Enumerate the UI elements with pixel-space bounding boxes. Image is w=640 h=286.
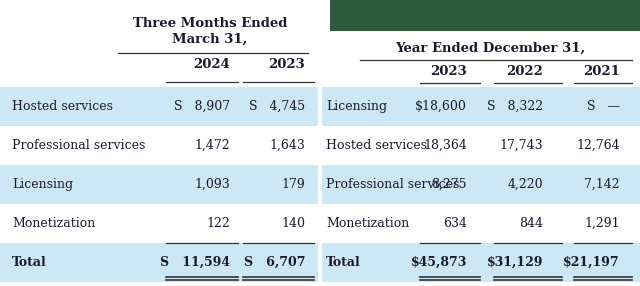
Text: Licensing: Licensing xyxy=(326,100,387,113)
Text: 17,743: 17,743 xyxy=(499,139,543,152)
Text: 18,364: 18,364 xyxy=(423,139,467,152)
Text: Professional services: Professional services xyxy=(326,178,460,191)
Text: Hosted services: Hosted services xyxy=(12,100,113,113)
Text: 2021: 2021 xyxy=(583,65,620,78)
Text: 2023: 2023 xyxy=(268,58,305,71)
Text: $21,197: $21,197 xyxy=(563,256,620,269)
Text: 1,472: 1,472 xyxy=(195,139,230,152)
Text: 122: 122 xyxy=(206,217,230,230)
Text: 2024: 2024 xyxy=(193,58,230,71)
Text: Total: Total xyxy=(326,256,361,269)
Text: $45,873: $45,873 xyxy=(411,256,467,269)
Text: Total: Total xyxy=(12,256,47,269)
Bar xyxy=(0,243,318,282)
Text: 8,275: 8,275 xyxy=(431,178,467,191)
Bar xyxy=(322,243,640,282)
Text: Year Ended December 31,: Year Ended December 31, xyxy=(395,42,585,55)
Text: $18,600: $18,600 xyxy=(415,100,467,113)
Text: 179: 179 xyxy=(281,178,305,191)
Text: $31,129: $31,129 xyxy=(486,256,543,269)
Text: 2023: 2023 xyxy=(430,65,467,78)
Text: 1,093: 1,093 xyxy=(195,178,230,191)
Text: S   4,745: S 4,745 xyxy=(249,100,305,113)
Text: Professional services: Professional services xyxy=(12,139,145,152)
Text: S   8,907: S 8,907 xyxy=(174,100,230,113)
Bar xyxy=(322,165,640,204)
Text: March 31,: March 31, xyxy=(172,33,248,46)
Text: S   11,594: S 11,594 xyxy=(160,256,230,269)
Text: S   8,322: S 8,322 xyxy=(487,100,543,113)
Text: Three Months Ended: Three Months Ended xyxy=(133,17,287,30)
Text: 12,764: 12,764 xyxy=(577,139,620,152)
Text: Monetization: Monetization xyxy=(326,217,409,230)
Text: Monetization: Monetization xyxy=(12,217,95,230)
Bar xyxy=(330,0,640,31)
Text: Hosted services: Hosted services xyxy=(326,139,427,152)
Text: 4,220: 4,220 xyxy=(508,178,543,191)
Bar xyxy=(0,87,318,126)
Text: S   —: S — xyxy=(587,100,620,113)
Text: 2022: 2022 xyxy=(506,65,543,78)
Text: 634: 634 xyxy=(443,217,467,230)
Text: 140: 140 xyxy=(281,217,305,230)
Text: 7,142: 7,142 xyxy=(584,178,620,191)
Text: 1,643: 1,643 xyxy=(269,139,305,152)
Text: S   6,707: S 6,707 xyxy=(243,256,305,269)
Text: 844: 844 xyxy=(519,217,543,230)
Text: Licensing: Licensing xyxy=(12,178,73,191)
Text: 1,291: 1,291 xyxy=(584,217,620,230)
Bar xyxy=(322,87,640,126)
Bar xyxy=(0,165,318,204)
